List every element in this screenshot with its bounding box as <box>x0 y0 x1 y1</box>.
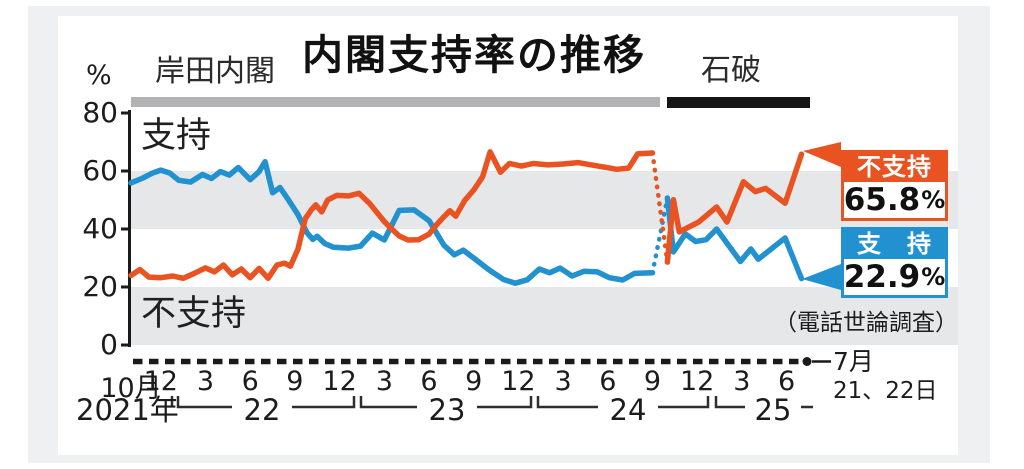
source-note: （電話世論調査） <box>774 310 958 336</box>
approve-series-inline-label: 支持 <box>141 116 212 156</box>
disapprove-line-kishida <box>128 149 656 282</box>
disapprove-line-ishiba <box>664 151 805 265</box>
page-title: 内閣支持率の推移 <box>302 31 646 79</box>
y-tick-60: 60 <box>82 154 118 187</box>
disapprove-line-transition <box>650 150 670 265</box>
approve-callout-pointer <box>802 264 841 290</box>
y-tick-40: 40 <box>82 212 118 245</box>
x-tick-label: 6 <box>778 366 796 397</box>
year-label-22: 22 <box>243 393 281 427</box>
x-tick-label: 9 <box>465 366 483 397</box>
disapprove-callout-value: 65.8 % <box>841 179 948 221</box>
x-tick-label: 12 <box>501 366 536 397</box>
approve-callout-label: 支 持 <box>841 227 948 258</box>
x-tick-label: 3 <box>196 366 215 397</box>
approve-value-number: 22.9 <box>843 259 921 295</box>
x-tick-label: 3 <box>375 366 393 397</box>
disapprove-value-number: 65.8 <box>843 182 921 218</box>
ishiba-period-label: 石破 <box>701 53 761 88</box>
end-date-days: 21、22日 <box>833 378 938 404</box>
y-axis <box>121 110 131 347</box>
x-tick-label: 3 <box>733 366 751 397</box>
y-axis-unit-label: % <box>86 60 112 91</box>
x-tick-label: 3 <box>554 366 572 397</box>
disapprove-callout-pointer <box>803 142 841 167</box>
end-date-month: 7月 <box>833 347 874 376</box>
x-tick-label: 6 <box>420 366 438 397</box>
approve-line-ishiba <box>664 195 805 282</box>
y-tick-80: 80 <box>82 96 118 129</box>
year-label-24: 24 <box>609 393 647 427</box>
y-tick-0: 0 <box>100 328 118 361</box>
card-background <box>58 16 958 455</box>
year-label-2021: 2021年 <box>76 393 179 427</box>
x-tick-label: 10月 <box>100 373 162 404</box>
disapprove-callout-label: 不支持 <box>841 150 948 181</box>
year-label-23: 23 <box>428 393 466 427</box>
kishida-period-label: 岸田内閣 <box>155 54 275 89</box>
y-tick-20: 20 <box>82 270 118 303</box>
disapprove-callout: 不支持 65.8 % <box>841 150 948 221</box>
approve-callout: 支 持 22.9 % <box>841 227 948 298</box>
ishiba-period-bar <box>667 97 810 108</box>
x-tick-label: 6 <box>241 366 259 397</box>
x-tick-label: 6 <box>599 366 617 397</box>
x-tick-label: 12 <box>322 366 357 397</box>
disapprove-value-unit: % <box>921 186 946 214</box>
x-axis-end-dot <box>802 357 812 366</box>
grid-band-0-20 <box>129 287 958 345</box>
x-tick-label: 12 <box>143 366 178 397</box>
approve-line-kishida <box>128 158 656 286</box>
x-tick-label: 12 <box>680 366 715 397</box>
x-tick-label: 9 <box>643 366 662 397</box>
approve-value-unit: % <box>921 263 946 291</box>
kishida-period-bar <box>131 97 660 107</box>
approve-callout-value: 22.9 % <box>841 256 948 298</box>
disapprove-series-inline-label: 不支持 <box>141 294 247 334</box>
year-brackets <box>170 396 813 409</box>
year-label-25: 25 <box>754 393 792 427</box>
x-tick-label: 9 <box>286 366 304 397</box>
